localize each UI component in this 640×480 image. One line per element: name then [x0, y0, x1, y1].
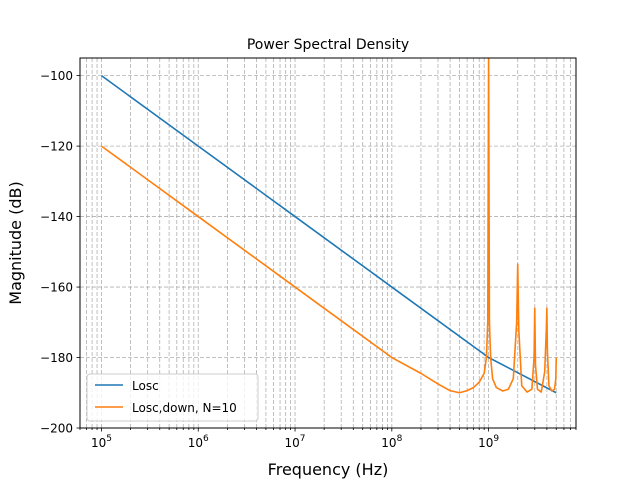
y-tick-label: −120	[40, 140, 73, 154]
y-axis-label: Magnitude (dB)	[6, 181, 25, 304]
legend-box	[86, 373, 259, 422]
x-tick-label: 107	[285, 434, 306, 450]
y-axis-ticks: −200 −180 −160 −140 −120 −100	[40, 69, 80, 436]
y-tick-label: −140	[40, 210, 73, 224]
grid-lines	[79, 58, 577, 429]
plot-area	[100, 58, 558, 394]
y-tick-label: −100	[40, 69, 73, 83]
x-tick-label: 106	[188, 434, 209, 450]
chart-title: Power Spectral Density	[247, 37, 409, 53]
legend-label-losc: Losc	[132, 379, 159, 393]
y-tick-label: −180	[40, 351, 73, 365]
y-tick-label: −200	[40, 422, 73, 436]
series-line-1	[100, 58, 558, 394]
x-axis-label: Frequency (Hz)	[268, 460, 389, 479]
x-tick-label: 109	[478, 434, 499, 450]
plot-frame	[79, 57, 577, 429]
legend: Losc Losc,down, N=10	[86, 373, 259, 422]
legend-label-losc-down: Losc,down, N=10	[132, 401, 237, 415]
series-line-0	[100, 74, 557, 394]
series-lines	[100, 58, 558, 394]
x-axis-ticks: 105 106 107 108 109	[79, 428, 577, 450]
x-tick-label: 105	[91, 434, 112, 450]
y-tick-label: −160	[40, 281, 73, 295]
x-tick-label: 108	[381, 434, 402, 450]
